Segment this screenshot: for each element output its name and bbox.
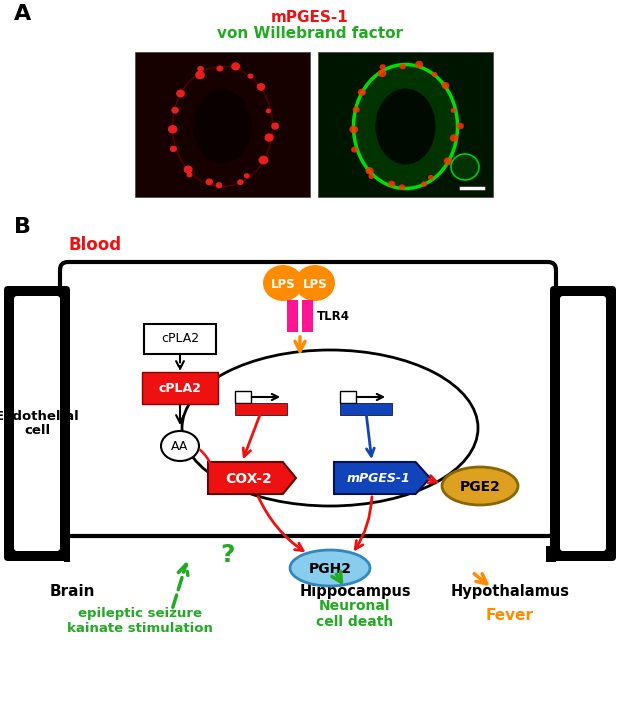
Ellipse shape [216, 66, 223, 72]
Ellipse shape [161, 431, 199, 461]
Ellipse shape [259, 156, 268, 164]
Text: von Willebrand factor: von Willebrand factor [217, 26, 403, 41]
Ellipse shape [237, 179, 244, 185]
Text: Fever: Fever [486, 608, 534, 623]
Ellipse shape [442, 467, 518, 505]
Bar [340, 403, 392, 415]
Text: Brain: Brain [49, 584, 95, 599]
Ellipse shape [353, 107, 360, 113]
Bar [64, 285, 70, 301]
Ellipse shape [195, 71, 205, 79]
Ellipse shape [350, 126, 358, 133]
FancyBboxPatch shape [550, 286, 616, 561]
Ellipse shape [353, 64, 458, 189]
Ellipse shape [351, 147, 358, 152]
Ellipse shape [451, 154, 479, 180]
Bar [340, 391, 356, 403]
Ellipse shape [451, 108, 456, 113]
Ellipse shape [244, 173, 250, 179]
Bar [302, 300, 313, 332]
Text: Endothelial
cell: Endothelial cell [0, 410, 79, 438]
Ellipse shape [456, 123, 464, 129]
Text: Blood: Blood [68, 236, 122, 254]
Ellipse shape [365, 167, 374, 174]
Ellipse shape [193, 89, 252, 164]
Ellipse shape [263, 265, 303, 301]
Ellipse shape [388, 181, 395, 187]
Bar [135, 52, 310, 197]
Text: PGE2: PGE2 [459, 480, 500, 494]
Ellipse shape [182, 350, 478, 506]
Ellipse shape [271, 122, 279, 129]
FancyBboxPatch shape [4, 286, 70, 561]
Ellipse shape [265, 109, 271, 114]
Ellipse shape [376, 89, 435, 164]
Ellipse shape [247, 74, 254, 79]
Ellipse shape [399, 184, 405, 190]
Text: Hypothalamus: Hypothalamus [451, 584, 570, 599]
Text: LPS: LPS [271, 277, 295, 290]
Ellipse shape [216, 182, 223, 188]
Bar [287, 300, 298, 332]
Ellipse shape [187, 172, 192, 177]
Ellipse shape [170, 146, 177, 152]
Ellipse shape [358, 89, 366, 96]
Ellipse shape [368, 174, 374, 179]
Ellipse shape [184, 165, 193, 174]
Ellipse shape [441, 82, 450, 89]
FancyBboxPatch shape [60, 262, 556, 536]
Bar [64, 546, 70, 562]
Text: cPLA2: cPLA2 [159, 382, 202, 395]
Bar [546, 285, 556, 301]
FancyBboxPatch shape [14, 296, 60, 551]
Ellipse shape [421, 182, 427, 187]
Ellipse shape [197, 66, 204, 72]
Text: cPLA2: cPLA2 [161, 332, 199, 345]
Text: TLR4: TLR4 [317, 310, 350, 322]
Ellipse shape [428, 175, 434, 180]
Text: B: B [14, 217, 31, 237]
Ellipse shape [176, 89, 185, 97]
FancyBboxPatch shape [142, 372, 218, 404]
Ellipse shape [450, 134, 458, 142]
Text: ?: ? [221, 543, 235, 567]
Text: A: A [14, 4, 31, 24]
Polygon shape [334, 462, 430, 494]
Text: Hippocampus: Hippocampus [299, 584, 411, 599]
Ellipse shape [399, 64, 406, 69]
Text: PGH2: PGH2 [309, 562, 352, 576]
Bar [318, 52, 493, 197]
Text: LPS: LPS [303, 277, 327, 290]
Ellipse shape [290, 550, 370, 586]
Bar [546, 546, 556, 562]
FancyBboxPatch shape [560, 296, 606, 551]
Bar [235, 403, 287, 415]
Ellipse shape [443, 157, 453, 165]
Ellipse shape [257, 83, 265, 91]
Text: AA: AA [171, 440, 188, 453]
Text: epileptic seizure
kainate stimulation: epileptic seizure kainate stimulation [67, 607, 213, 635]
Ellipse shape [168, 125, 177, 134]
Text: mPGES-1: mPGES-1 [271, 10, 349, 25]
Ellipse shape [205, 179, 213, 185]
Ellipse shape [432, 72, 437, 77]
Text: COX-2: COX-2 [226, 472, 272, 486]
Text: Neuronal
cell death: Neuronal cell death [316, 598, 394, 629]
Ellipse shape [378, 69, 386, 77]
Text: mPGES-1: mPGES-1 [347, 473, 411, 485]
Ellipse shape [265, 133, 274, 142]
Ellipse shape [231, 62, 240, 70]
Ellipse shape [415, 61, 423, 68]
FancyBboxPatch shape [144, 324, 216, 354]
Bar [235, 391, 251, 403]
Ellipse shape [295, 265, 335, 301]
Polygon shape [208, 462, 296, 494]
Ellipse shape [171, 107, 179, 114]
Ellipse shape [379, 64, 386, 70]
